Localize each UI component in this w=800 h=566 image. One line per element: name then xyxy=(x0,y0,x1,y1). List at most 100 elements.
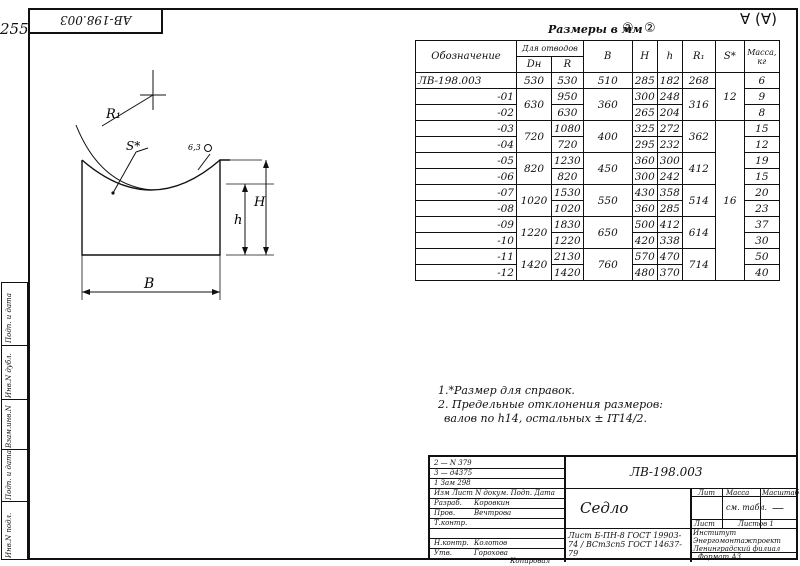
cell-r1: 316 xyxy=(681,88,716,121)
signer-name: Горохова xyxy=(474,549,508,557)
caption-mark-2: ② xyxy=(644,21,656,36)
header-dn: Dн xyxy=(516,56,552,73)
cell-designation: -10 xyxy=(415,232,517,249)
header-r: R xyxy=(551,56,584,73)
cell-mass: 50 xyxy=(743,248,780,265)
cell-designation: -04 xyxy=(415,136,517,153)
header-mass: Масса, кг xyxy=(743,40,780,73)
scale-label: Масштаб xyxy=(762,489,799,497)
cell-dn: 530 xyxy=(516,72,552,89)
part-name: Седло xyxy=(580,499,629,517)
cell-mass: 37 xyxy=(743,216,780,233)
s-leader xyxy=(112,151,137,194)
roughness-symbol: ∀ (∀) xyxy=(740,10,777,28)
cell-H: 285 xyxy=(631,72,658,89)
side-strip-cell: Инв.N дубл. xyxy=(2,345,27,399)
table-row: -01 630 950 360 300 248 316 9 xyxy=(415,88,780,121)
header-s: S* xyxy=(714,40,745,73)
side-strip-cell: Подп. и дата xyxy=(2,449,27,501)
cell-b: 510 xyxy=(582,72,633,89)
page-number: 255 xyxy=(0,20,29,38)
role-header: Изм Лист N докум. Подп. Дата xyxy=(434,489,555,497)
cell-r: 1230 xyxy=(551,152,584,169)
r1-label: R₁ xyxy=(105,107,121,122)
side-strip-label: Инв.N дубл. xyxy=(5,353,13,398)
cell-H: 570 xyxy=(631,248,658,265)
side-strip-label: Инв.N подл. xyxy=(5,512,13,558)
cell-mass: 8 xyxy=(743,104,780,121)
copied-label: Копировал xyxy=(510,557,551,565)
role-norm-control: Н.контр. xyxy=(434,539,469,547)
h-big-label: H xyxy=(253,195,266,210)
cell-b: 360 xyxy=(582,88,633,121)
table-row: -08 1020 360 285 23 xyxy=(415,200,780,217)
cell-designation: -03 xyxy=(415,120,517,137)
cell-designation: -12 xyxy=(415,264,517,281)
r1-arc xyxy=(75,124,152,191)
dimensions-table: Обозначение Для отводов B H h R₁ S* Масс… xyxy=(415,40,780,281)
cell-dn: 820 xyxy=(516,152,552,185)
cell-h: 182 xyxy=(656,72,683,89)
cell-H: 325 xyxy=(631,120,658,137)
role-tech-control: Т.контр. xyxy=(434,519,468,527)
cell-mass: 19 xyxy=(743,152,780,169)
cell-designation: -02 xyxy=(415,104,517,121)
header-designation: Обозначение xyxy=(415,40,517,73)
side-strip-cell: Подп. и дата xyxy=(2,283,27,345)
cell-mass: 30 xyxy=(743,232,780,249)
cell-H: 480 xyxy=(631,264,658,281)
cell-r: 820 xyxy=(551,168,584,185)
scale-value: — xyxy=(772,501,784,515)
cell-H: 360 xyxy=(631,200,658,217)
table-row: -11 1420 2130 760 570 470 714 50 xyxy=(415,248,780,281)
cell-H: 420 xyxy=(631,232,658,249)
material-spec: Лист Б-ПН-8 ГОСТ 19903-74 / ВСт3сп5 ГОСТ… xyxy=(568,531,682,558)
cell-h: 370 xyxy=(656,264,683,281)
header-for-branches: Для отводов xyxy=(516,40,584,57)
cell-b: 450 xyxy=(582,152,633,185)
table-row: -10 1220 420 338 30 xyxy=(415,232,780,249)
cell-r: 1220 xyxy=(551,232,584,249)
cell-designation: ЛВ-198.003 xyxy=(415,72,517,89)
drawing-sheet xyxy=(28,8,798,560)
saddle-outline xyxy=(81,159,230,256)
revision-row: 3 — д4375 xyxy=(434,469,473,477)
cell-dn: 1220 xyxy=(516,216,552,249)
title-block: 2 — N 379 3 — д4375 1 Зам 298 Изм Лист N… xyxy=(428,455,799,565)
revision-row: 2 — N 379 xyxy=(434,459,472,467)
lit-label: Лит xyxy=(698,489,715,497)
side-strip-cell: Инв.N подл. xyxy=(2,501,27,559)
role-approved: Утв. xyxy=(434,549,452,557)
cell-designation: -05 xyxy=(415,152,517,169)
format-label: Формат А3 xyxy=(698,553,742,561)
note-2: 2. Предельные отклонения размеров: xyxy=(438,398,663,411)
cell-h: 204 xyxy=(656,104,683,121)
cell-h: 338 xyxy=(656,232,683,249)
side-strip-label: Подп. и дата xyxy=(5,293,13,343)
header-b: B xyxy=(582,40,633,73)
cell-mass: 15 xyxy=(743,168,780,185)
cell-r1: 412 xyxy=(681,152,716,185)
saddle-drawing: R₁ S* 6,3 h H B xyxy=(75,70,274,300)
cell-r: 950 xyxy=(551,88,584,105)
cell-r: 1830 xyxy=(551,216,584,233)
cell-r: 530 xyxy=(551,72,584,89)
sheets-label: Листов 1 xyxy=(738,520,774,528)
cell-s: 12 xyxy=(714,72,745,121)
side-strip-cell: Взам.инв.N xyxy=(2,399,27,449)
cell-r: 1080 xyxy=(551,120,584,137)
cell-r1: 268 xyxy=(681,72,716,89)
header-h: h xyxy=(656,40,683,73)
cell-r1: 514 xyxy=(681,184,716,217)
header-H: H xyxy=(631,40,658,73)
cell-mass: 12 xyxy=(743,136,780,153)
cell-H: 295 xyxy=(631,136,658,153)
cell-h: 285 xyxy=(656,200,683,217)
mass-value: см. табл. xyxy=(726,503,768,512)
note-3: валов по h14, остальных ± IT14/2. xyxy=(444,412,648,425)
cell-dn: 1420 xyxy=(516,248,552,281)
r1-leader xyxy=(101,94,154,127)
s-label: S* xyxy=(126,139,140,153)
caption-mark-1: ② xyxy=(622,21,634,36)
roughness-label: 6,3 xyxy=(188,143,201,152)
